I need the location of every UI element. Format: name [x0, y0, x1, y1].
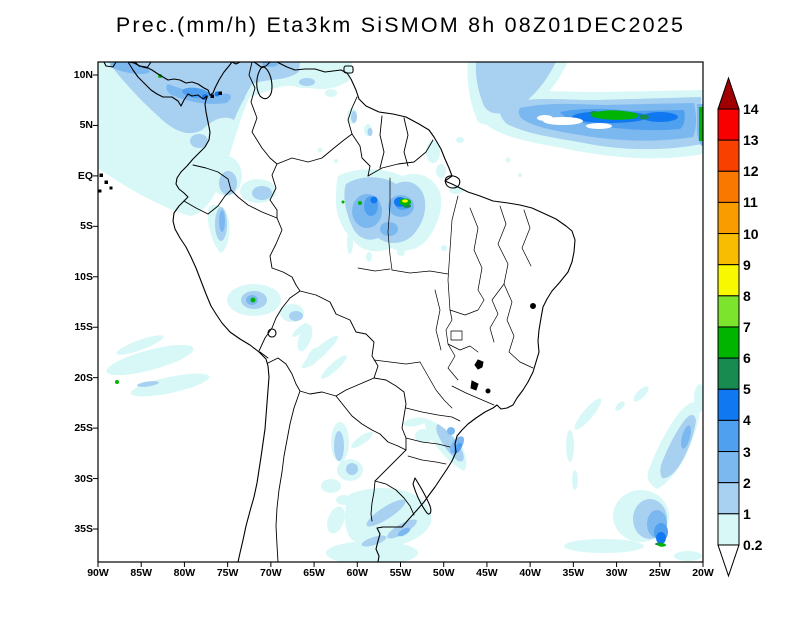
colorbar-tick-label: 12: [743, 163, 759, 180]
colorbar: [717, 76, 740, 578]
axis-ticks: [93, 74, 704, 567]
x-tick-label: 35W: [562, 567, 585, 579]
x-tick-label: 75W: [216, 567, 239, 579]
galapagos-islet: [104, 180, 108, 184]
lake-maracaibo: [256, 66, 273, 100]
colorbar-tick-label: 1: [743, 505, 751, 522]
y-tick-label: 5S: [80, 220, 93, 233]
colorbar-tick-label: 13: [743, 132, 759, 149]
island-trinidad: [343, 65, 354, 74]
lake-titicaca: [267, 328, 277, 338]
colorbar-tick-label: 2: [743, 474, 751, 491]
x-tick-label: 60W: [346, 567, 369, 579]
x-tick-label: 65W: [303, 567, 325, 579]
colorbar-box: [717, 419, 740, 453]
colorbar-tick-label: 10: [743, 225, 759, 242]
lagoon-patos: [412, 477, 432, 515]
coast-fragment-costa-rica: [134, 62, 152, 69]
x-tick-label: 70W: [260, 567, 282, 579]
reservoir-blob: [474, 359, 484, 370]
y-tick-label: 30S: [74, 472, 93, 485]
colorbar-tick-label: 11: [743, 194, 758, 211]
distrito-federal-box: [450, 330, 463, 341]
y-tick-label: EQ: [77, 169, 93, 182]
x-tick-label: 85W: [130, 567, 152, 579]
y-tick-label: 5N: [79, 119, 93, 132]
x-tick-label: 50W: [432, 567, 455, 579]
islet: [210, 94, 214, 98]
x-tick-label: 80W: [173, 567, 196, 579]
y-tick-label: 25S: [74, 422, 93, 435]
colorbar-box: [717, 326, 740, 359]
colorbar-box: [717, 451, 740, 484]
colorbar-tick-label: 5: [743, 381, 751, 398]
x-tick-label: 20W: [692, 567, 714, 579]
colorbar-box: [717, 513, 740, 546]
colorbar-box: [717, 388, 740, 421]
colorbar-over-arrow: [717, 76, 740, 110]
colorbar-tick-label: 14: [743, 101, 759, 117]
colorbar-box: [717, 482, 740, 515]
x-tick-label: 45W: [476, 567, 498, 579]
x-tick-label: 25W: [648, 567, 671, 579]
colorbar-box: [717, 139, 740, 172]
colorbar-tick-label: 9: [743, 256, 751, 273]
lakes-and-landmarks: [98, 91, 536, 394]
colorbar-tick-label: 8: [743, 287, 751, 304]
colorbar-box: [717, 295, 740, 328]
x-tick-label: 30W: [605, 567, 628, 579]
x-tick-label: 40W: [519, 567, 541, 579]
map-field: [98, 62, 703, 562]
x-tick-label: 55W: [389, 567, 412, 579]
y-tick-label: 35S: [74, 522, 93, 535]
galapagos-islet: [98, 189, 102, 193]
colorbar-tick-label: 6: [743, 350, 751, 367]
island-marajo: [444, 175, 461, 189]
reservoir-blob: [485, 388, 491, 394]
reservoir-blob: [470, 380, 479, 391]
y-tick-label: 15S: [74, 321, 93, 334]
y-tick-label: 10S: [74, 270, 93, 283]
colorbar-tick-label: 3: [743, 443, 751, 460]
coastline-south-america: [127, 62, 576, 562]
state-borders: [357, 177, 534, 465]
y-tick-label: 20S: [74, 371, 93, 384]
colorbar-box: [717, 357, 740, 390]
colorbar-box: [717, 170, 740, 203]
colorbar-box: [717, 264, 740, 297]
colorbar-box: [717, 108, 740, 141]
galapagos-islet: [109, 186, 113, 190]
coast-fragment-nicaragua: [103, 62, 117, 68]
x-tick-label: 90W: [87, 567, 109, 579]
galapagos-islet: [99, 173, 103, 177]
colorbar-tick-label: 0.2: [743, 536, 763, 553]
precip-shade-8-9: [402, 199, 408, 203]
map-outlines: [98, 62, 576, 562]
precip-shade-4-5: [202, 91, 678, 544]
colorbar-tick-label: 7: [743, 318, 751, 335]
reservoir-blob: [530, 303, 536, 309]
colorbar-box: [717, 233, 740, 266]
country-borders: [183, 62, 434, 562]
itcz-white-gaps: [537, 115, 612, 129]
colorbar-under-arrow: [717, 544, 740, 578]
colorbar-tick-label: 4: [743, 412, 751, 429]
y-tick-label: 10N: [73, 69, 93, 81]
plot-title: Prec.(mm/h) Eta3km SiSMOM 8h 08Z01DEC202…: [115, 13, 686, 37]
colorbar-box: [717, 201, 740, 235]
islet: [218, 91, 222, 95]
